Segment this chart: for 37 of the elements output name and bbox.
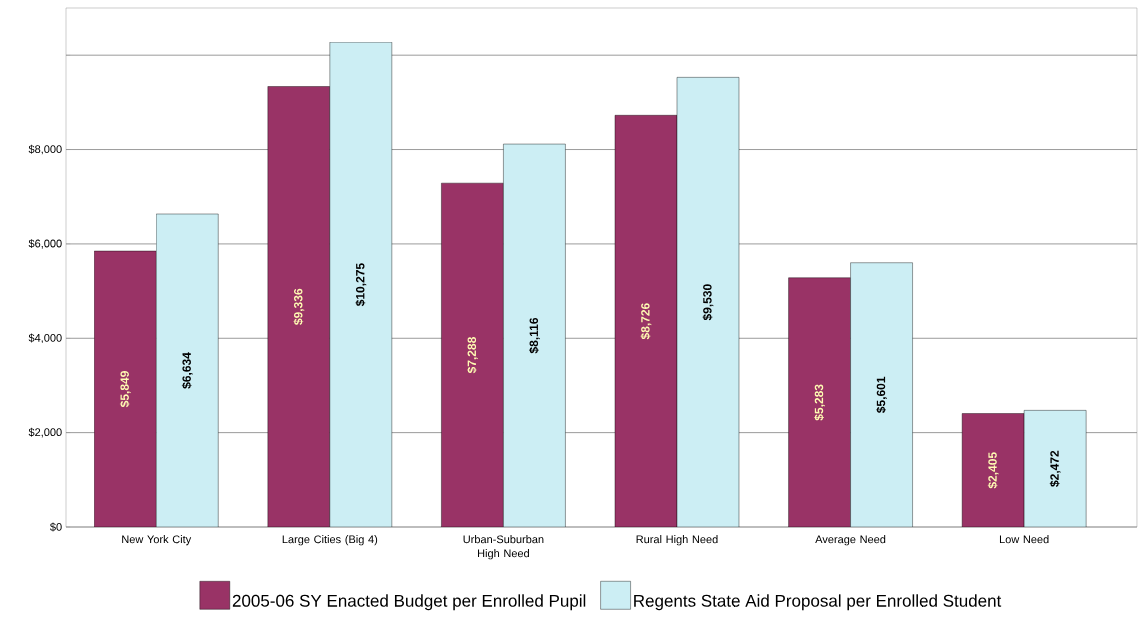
bar	[441, 182, 504, 527]
data-label: $7,288	[467, 337, 478, 374]
data-label: $10,275	[355, 263, 367, 307]
bar	[1023, 410, 1087, 527]
data-label: $6,634	[181, 352, 193, 389]
y-tick-label: $8,000	[28, 144, 62, 155]
y-tick-label: $6,000	[28, 239, 62, 249]
data-label: $9,336	[293, 288, 305, 325]
bar	[676, 77, 740, 527]
bar	[788, 277, 851, 527]
data-label: $9,530	[702, 284, 714, 321]
data-label: $8,726	[640, 303, 652, 340]
bar	[267, 86, 331, 527]
data-label: $5,849	[119, 371, 131, 408]
data-label: $5,601	[876, 376, 887, 414]
y-tick-label: $0	[50, 522, 62, 532]
bar	[614, 115, 678, 527]
y-tick-label: $4,000	[28, 333, 62, 344]
x-tick-label: Low Need	[999, 535, 1049, 544]
data-label: $5,283	[814, 384, 825, 421]
x-tick-label: Rural High Need	[636, 535, 718, 546]
data-label: $2,472	[1049, 450, 1061, 487]
x-tick-label: New York City	[122, 535, 192, 546]
x-tick-label: Urban-Suburban High Need	[463, 535, 544, 560]
bar	[850, 262, 913, 527]
data-label: $8,116	[529, 317, 540, 354]
legend-label: 2005-06 SY Enacted Budget per Enrolled Pupil	[232, 594, 586, 611]
bar	[156, 213, 219, 527]
bar	[329, 42, 393, 527]
legend-label: Regents State Aid Proposal per Enrolled Student	[634, 594, 1002, 611]
x-tick-label: Large Cities (Big 4)	[282, 535, 378, 546]
bar	[961, 413, 1025, 527]
y-tick-label: $2,000	[28, 427, 62, 438]
bar	[503, 143, 566, 527]
x-tick-label: Average Need	[815, 535, 886, 546]
data-label: $2,405	[987, 452, 999, 489]
bar	[94, 250, 157, 527]
